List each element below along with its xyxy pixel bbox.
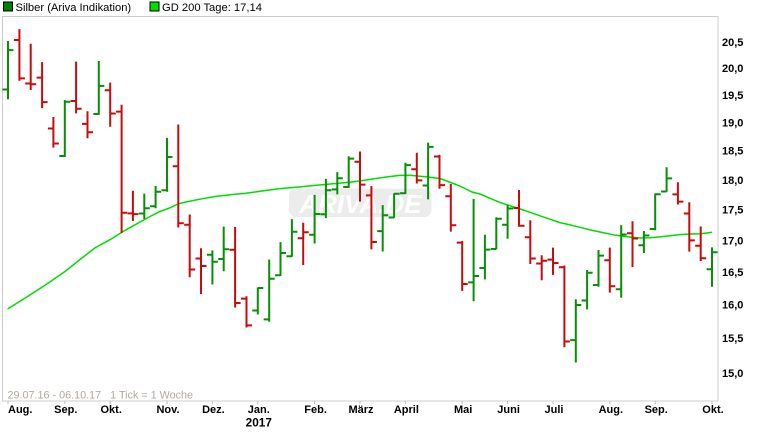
svg-text:19,5: 19,5 (722, 90, 743, 102)
svg-text:20,0: 20,0 (722, 63, 743, 75)
svg-text:Sep.: Sep. (54, 404, 77, 416)
svg-text:Nov.: Nov. (156, 404, 179, 416)
svg-text:19,0: 19,0 (722, 118, 743, 130)
svg-text:Jan.: Jan. (248, 404, 270, 416)
svg-text:Okt.: Okt. (100, 404, 121, 416)
svg-text:17,5: 17,5 (722, 205, 743, 217)
svg-text:Silber (Ariva Indikation): Silber (Ariva Indikation) (16, 2, 132, 14)
svg-text:GD 200 Tage: 17,14: GD 200 Tage: 17,14 (162, 2, 262, 14)
svg-text:Aug.: Aug. (8, 404, 32, 416)
svg-text:15,5: 15,5 (722, 333, 743, 345)
svg-text:17,0: 17,0 (722, 235, 743, 247)
svg-text:2017: 2017 (246, 416, 273, 430)
svg-text:16,5: 16,5 (722, 267, 743, 279)
svg-text:Dez.: Dez. (202, 404, 225, 416)
svg-text:Juli: Juli (545, 404, 564, 416)
svg-text:Juni: Juni (497, 404, 520, 416)
svg-text:16,0: 16,0 (722, 300, 743, 312)
svg-text:Sep.: Sep. (645, 404, 668, 416)
svg-text:Okt.: Okt. (702, 404, 723, 416)
svg-text:18,0: 18,0 (722, 175, 743, 187)
svg-text:Mai: Mai (454, 404, 472, 416)
svg-text:29.07.16 - 06.10.17 1 Tick =: 29.07.16 - 06.10.17 1 Tick = 1 Woche (8, 390, 194, 402)
svg-text:20,5: 20,5 (722, 37, 743, 49)
svg-text:März: März (348, 404, 374, 416)
svg-text:18,5: 18,5 (722, 146, 743, 158)
svg-text:15,0: 15,0 (722, 368, 743, 380)
svg-text:April: April (394, 404, 419, 416)
svg-text:Aug.: Aug. (599, 404, 623, 416)
svg-text:Feb.: Feb. (304, 404, 327, 416)
